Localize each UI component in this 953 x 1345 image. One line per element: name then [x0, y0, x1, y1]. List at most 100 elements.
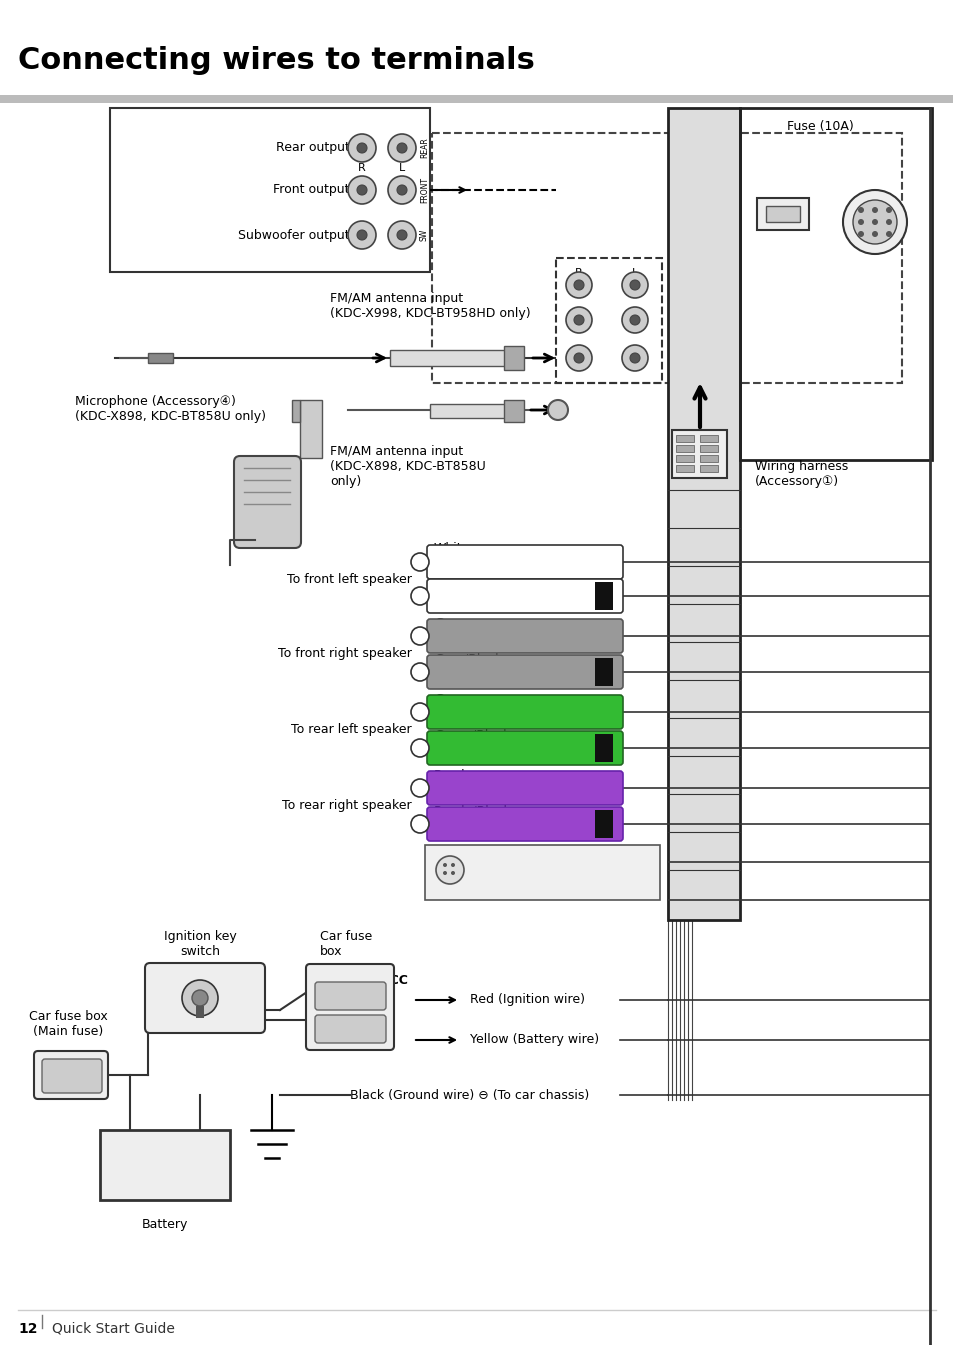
Text: REAR: REAR: [419, 137, 429, 159]
Text: ACC: ACC: [380, 974, 409, 986]
FancyBboxPatch shape: [427, 655, 622, 689]
Circle shape: [396, 186, 407, 195]
Circle shape: [182, 981, 218, 1015]
Text: White: White: [434, 542, 470, 555]
FancyBboxPatch shape: [427, 771, 622, 806]
Circle shape: [451, 863, 455, 868]
Text: −: −: [414, 741, 425, 755]
Text: Rear output: Rear output: [275, 141, 350, 155]
Text: Yellow (Battery wire): Yellow (Battery wire): [470, 1033, 598, 1046]
Bar: [503, 399, 523, 422]
Circle shape: [574, 352, 583, 363]
Circle shape: [565, 272, 592, 299]
Circle shape: [348, 221, 375, 249]
Text: Connecting wires to terminals: Connecting wires to terminals: [18, 46, 535, 75]
FancyBboxPatch shape: [427, 578, 622, 613]
Circle shape: [857, 231, 863, 237]
Text: FRONT: FRONT: [419, 178, 429, 203]
Bar: [503, 346, 523, 370]
Text: FM/AM antenna input
(KDC-X998, KDC-BT958HD only): FM/AM antenna input (KDC-X998, KDC-BT958…: [330, 292, 530, 320]
Bar: [667, 108, 740, 920]
Text: Wiring harness
(Accessory①): Wiring harness (Accessory①): [754, 460, 847, 488]
Circle shape: [436, 855, 463, 884]
Text: To front right speaker: To front right speaker: [278, 647, 412, 660]
Circle shape: [388, 176, 416, 204]
Text: Car fuse
box: Car fuse box: [319, 929, 372, 958]
Bar: [757, 198, 808, 230]
Circle shape: [621, 307, 647, 334]
Text: Subwoofer output: Subwoofer output: [238, 229, 350, 242]
FancyBboxPatch shape: [42, 1059, 102, 1093]
Bar: [700, 434, 718, 443]
Circle shape: [411, 779, 429, 798]
Bar: [595, 734, 613, 763]
Text: +: +: [415, 629, 425, 643]
Text: Microphone (Accessory④)
(KDC-X898, KDC-BT858U only): Microphone (Accessory④) (KDC-X898, KDC-B…: [75, 395, 266, 422]
FancyBboxPatch shape: [427, 807, 622, 841]
Circle shape: [348, 176, 375, 204]
Circle shape: [411, 586, 429, 605]
Bar: [0, 95, 953, 104]
Circle shape: [411, 738, 429, 757]
Bar: [700, 465, 718, 472]
Circle shape: [356, 230, 367, 239]
Text: Gray: Gray: [434, 617, 463, 629]
Text: • Speaker Impedance: 4 – 8 Ω: • Speaker Impedance: 4 – 8 Ω: [472, 863, 659, 877]
Bar: [595, 582, 613, 611]
Text: White/Black: White/Black: [434, 577, 508, 590]
Text: Quick Start Guide: Quick Start Guide: [52, 1322, 174, 1336]
Circle shape: [852, 200, 896, 243]
Bar: [424, 845, 659, 900]
Circle shape: [442, 863, 447, 868]
Text: −: −: [414, 589, 425, 603]
Bar: [556, 258, 661, 383]
Circle shape: [192, 990, 208, 1006]
FancyBboxPatch shape: [306, 964, 394, 1050]
Bar: [299, 399, 322, 459]
Circle shape: [629, 315, 639, 325]
Text: Ignition key
switch: Ignition key switch: [164, 929, 236, 958]
Circle shape: [574, 315, 583, 325]
Text: Red (Ignition wire): Red (Ignition wire): [470, 994, 584, 1006]
Text: Green: Green: [434, 693, 472, 706]
Bar: [432, 133, 901, 383]
Text: −: −: [414, 664, 425, 679]
Text: SW: SW: [419, 229, 429, 241]
Text: Car fuse box
(Main fuse): Car fuse box (Main fuse): [29, 1010, 108, 1038]
Bar: [676, 465, 693, 472]
Text: R: R: [575, 268, 582, 278]
Bar: [740, 108, 931, 460]
Circle shape: [451, 872, 455, 876]
Bar: [676, 455, 693, 461]
Text: To front left speaker: To front left speaker: [287, 573, 412, 585]
Circle shape: [411, 815, 429, 833]
Circle shape: [565, 346, 592, 371]
FancyBboxPatch shape: [314, 1015, 386, 1042]
FancyBboxPatch shape: [427, 619, 622, 654]
Text: R: R: [357, 163, 366, 174]
Bar: [390, 350, 510, 366]
Circle shape: [885, 207, 891, 213]
Bar: [148, 352, 172, 363]
Text: Fuse (10A): Fuse (10A): [786, 120, 853, 133]
Circle shape: [574, 280, 583, 291]
Text: To rear right speaker: To rear right speaker: [282, 799, 412, 812]
FancyBboxPatch shape: [427, 695, 622, 729]
FancyBboxPatch shape: [34, 1050, 108, 1099]
FancyBboxPatch shape: [145, 963, 265, 1033]
Text: +: +: [415, 781, 425, 795]
Bar: [195, 1006, 204, 1018]
FancyBboxPatch shape: [233, 456, 301, 547]
Circle shape: [411, 703, 429, 721]
Text: L: L: [398, 163, 405, 174]
Text: Purple: Purple: [434, 769, 473, 781]
Circle shape: [388, 134, 416, 161]
Text: FM/AM antenna input
(KDC-X898, KDC-BT858U
only): FM/AM antenna input (KDC-X898, KDC-BT858…: [330, 445, 485, 488]
Circle shape: [629, 280, 639, 291]
Bar: [292, 399, 299, 422]
Bar: [430, 404, 510, 418]
FancyBboxPatch shape: [427, 545, 622, 578]
FancyBboxPatch shape: [427, 730, 622, 765]
Circle shape: [547, 399, 567, 420]
Circle shape: [442, 872, 447, 876]
